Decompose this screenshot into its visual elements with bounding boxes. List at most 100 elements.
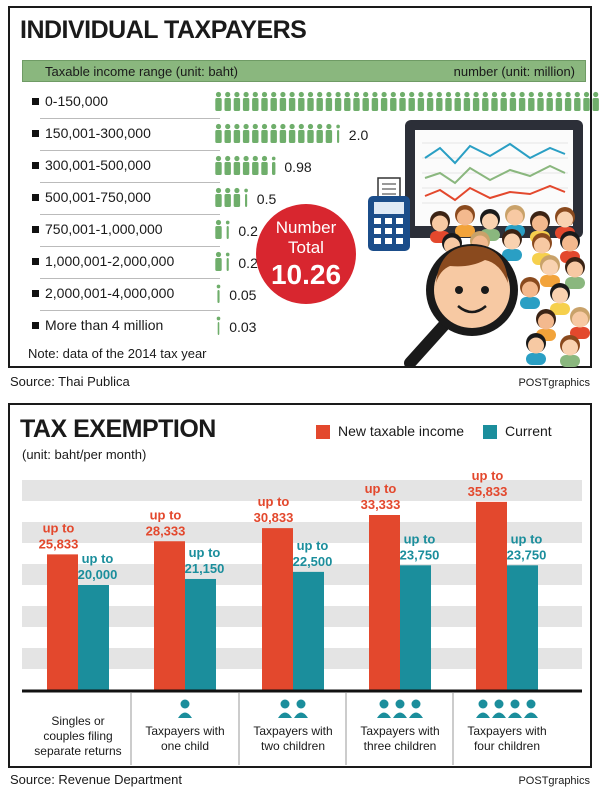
source-revenue-department: Source: Revenue Department [10, 772, 182, 787]
grid-band [22, 522, 582, 543]
person-face-icon [565, 257, 585, 289]
person-icon [233, 155, 241, 175]
income-range-label: 2,000,001-4,000,000 [32, 285, 174, 301]
bullet-icon [32, 225, 39, 233]
person-icon [225, 252, 230, 271]
total-label-1: Number [275, 218, 337, 237]
legend-current-label: Current [505, 423, 552, 439]
income-range-text: 2,000,001-4,000,000 [45, 285, 175, 301]
row-divider [40, 278, 220, 279]
child-icon [492, 699, 506, 718]
unit-label: (unit: baht/per month) [22, 447, 147, 462]
row-divider [40, 310, 220, 311]
taxpayer-value-label: 0.05 [229, 287, 257, 303]
total-value: 10.26 [270, 259, 342, 290]
pictogram-bar [215, 187, 248, 207]
person-icon [242, 155, 250, 175]
bar-new-taxable-income [262, 528, 293, 690]
person-icon [224, 187, 231, 207]
person-icon [390, 91, 397, 111]
person-icon [399, 91, 406, 111]
total-circle [256, 204, 356, 304]
pictogram-bar [215, 123, 340, 143]
person-icon [491, 91, 498, 111]
category-label: Taxpayers with three children [360, 724, 439, 753]
bar-current [78, 585, 109, 690]
person-icon [224, 155, 231, 175]
person-icon [233, 91, 241, 111]
person-icon [261, 91, 268, 111]
bar-current [507, 565, 538, 690]
row-divider [40, 214, 220, 215]
bar-current [293, 571, 324, 690]
row-divider [40, 118, 220, 119]
person-icon [325, 91, 333, 111]
person-icon [215, 91, 222, 111]
income-range-text: 300,001-500,000 [45, 157, 151, 173]
panel-title: INDIVIDUAL TAXPAYERS [20, 16, 307, 44]
income-range-text: 500,001-750,000 [45, 189, 151, 205]
taxpayer-value-label: 0.2 [238, 255, 258, 271]
bullet-icon [32, 289, 39, 297]
category-label: Singles or couples filing separate returns [34, 714, 121, 758]
person-face-icon [520, 277, 540, 309]
person-icon [233, 123, 241, 143]
panel-title-2: TAX EXEMPTION [20, 415, 216, 443]
person-face-icon [502, 229, 522, 261]
person-face-icon [560, 335, 580, 367]
person-icon [224, 91, 231, 111]
person-icon [307, 123, 314, 143]
person-icon [316, 91, 323, 111]
person-icon [371, 91, 379, 111]
brand-postgraphics-2: POSTgraphics [518, 775, 590, 787]
person-icon [298, 123, 305, 143]
person-icon [242, 123, 250, 143]
taxpayer-value-label: 0.98 [284, 159, 312, 175]
person-icon [307, 91, 314, 111]
legend-swatch-current [483, 425, 497, 439]
bar-value-label: up to 33,333 [361, 481, 401, 512]
person-icon [270, 91, 277, 111]
tax-exemption-panel: TAX EXEMPTION (unit: baht/per month) New… [8, 403, 592, 768]
bullet-icon [32, 257, 39, 265]
person-icon [472, 91, 480, 111]
person-icon [574, 91, 581, 111]
person-face-icon [536, 309, 556, 341]
legend-new-label: New taxable income [338, 423, 465, 439]
pictogram-bar [215, 251, 230, 271]
pictogram-bar [216, 316, 221, 335]
person-icon [408, 91, 415, 111]
person-icon [454, 91, 461, 111]
pictogram-bar [215, 219, 230, 239]
person-icon [215, 187, 222, 207]
bar-new-taxable-income [476, 501, 507, 690]
child-icon [294, 699, 308, 718]
magnifier-icon [404, 244, 518, 368]
person-icon [215, 155, 222, 175]
row-divider [40, 150, 220, 151]
income-range-text: 1,000,001-2,000,000 [45, 253, 175, 269]
person-icon [261, 123, 268, 143]
person-icon [270, 123, 277, 143]
person-icon [344, 91, 351, 111]
tax-exemption-chart: up to 25,833 up to 28,333 up to 30,833 up to 33… [22, 468, 582, 765]
bar-value-label: up to 21,150 [185, 545, 225, 576]
child-icon [508, 699, 522, 718]
person-face-icon [540, 255, 560, 287]
legend-swatch-new [316, 425, 330, 439]
bullet-icon [32, 97, 39, 105]
person-icon [537, 91, 544, 111]
income-range-label: 750,001-1,000,000 [32, 221, 163, 237]
child-icon [377, 699, 391, 718]
bar-value-label: up to 28,333 [146, 507, 186, 538]
person-face-icon [570, 307, 590, 339]
person-icon [555, 91, 563, 111]
pictogram-bar [216, 284, 221, 303]
bar-new-taxable-income [47, 554, 78, 690]
income-range-label: 150,001-300,000 [32, 125, 151, 141]
taxpayer-value-label: 0.2 [238, 223, 258, 239]
illustration [368, 120, 590, 368]
person-icon [509, 91, 517, 111]
person-icon [426, 91, 434, 111]
person-icon [417, 91, 425, 111]
